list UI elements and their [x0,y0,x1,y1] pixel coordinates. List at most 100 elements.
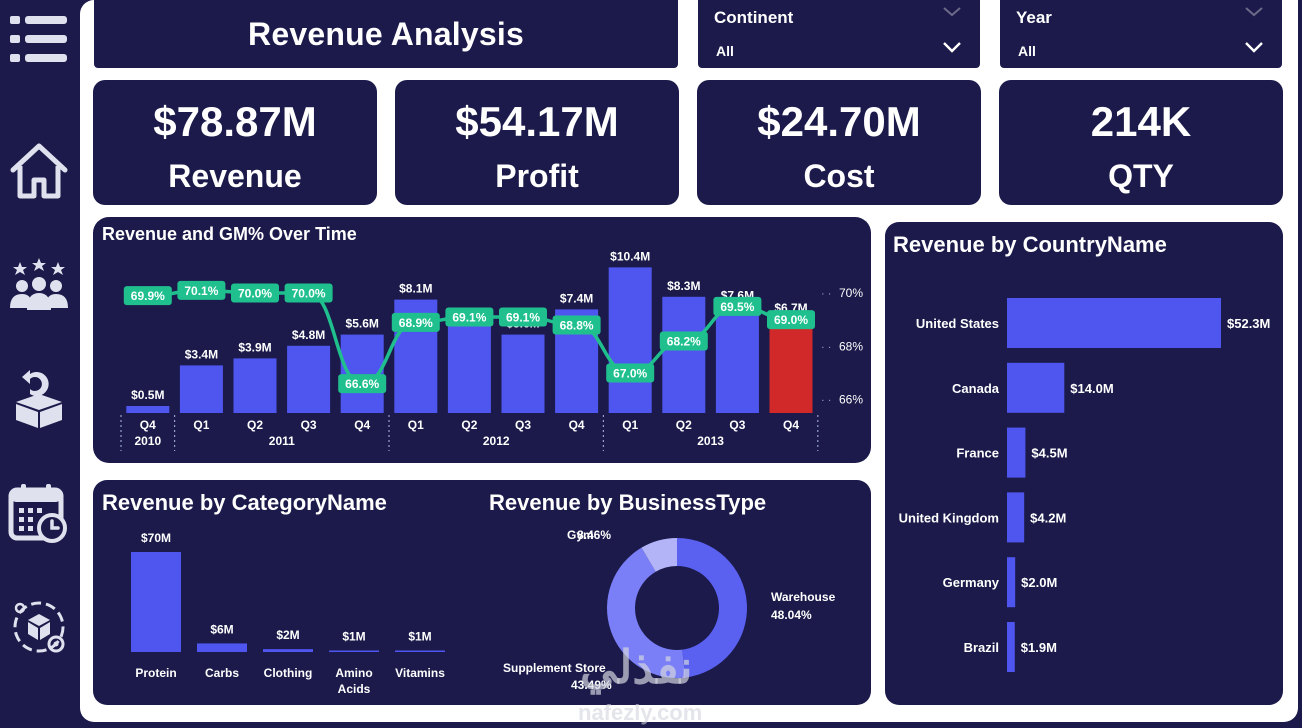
gm-data-label-bg [284,283,333,303]
year-slicer-value[interactable]: All [1018,43,1036,59]
bar-data-label: $1M [408,630,431,644]
x-year-label: 2012 [483,434,510,448]
x-tick-label: Amino [335,666,372,680]
bar-data-label: $70M [141,531,171,545]
kpi-card-profit: $54.17M Profit [395,80,679,205]
x-year-label: 2010 [134,434,161,448]
gm-data-label-bg [391,312,440,332]
continent-slicer-label: Continent [714,8,794,27]
customers-icon[interactable] [8,254,70,316]
menu-icon[interactable] [8,8,70,70]
x-year-label: 2013 [697,434,724,448]
gm-data-label-bg [606,363,655,383]
bar-data-label: $4.2M [1030,510,1066,525]
slice-value-label: 48.04% [771,608,812,622]
revenue-bar [126,406,170,413]
gm-data-label: 69.1% [506,311,540,325]
x-tick-label: Q3 [515,418,531,432]
kpi-value: $24.70M [757,98,921,145]
x-tick-label: Clothing [264,666,313,680]
y-category-label: Germany [943,575,1000,590]
country-bar [1007,427,1026,478]
kpi-label: Cost [803,158,875,194]
page-title: Revenue Analysis [248,15,524,52]
gm-data-label-bg [499,307,547,327]
category-bar [263,649,313,652]
gm-data-label-bg [231,283,279,303]
kpi-label: QTY [1108,158,1174,194]
x-year-label: 2011 [269,434,295,448]
bar-data-label: $52.3M [1227,316,1270,331]
slice-name-label: Supplement Store [503,661,606,675]
gm-data-label-bg [713,296,762,316]
country-bar [1007,298,1221,348]
kpi-value: 214K [1090,98,1192,145]
x-tick-label: Q1 [622,418,638,432]
gm-data-label-bg [123,286,172,306]
x-tick-label: Protein [135,666,176,680]
chart-title: Revenue by CountryName [893,232,1167,257]
page-title-card: Revenue Analysis [94,0,678,68]
report-canvas: Revenue Analysis Continent All Year All … [80,0,1298,725]
category-bar [395,650,445,652]
kpi-label: Revenue [168,158,302,194]
country-bar [1007,622,1015,672]
chart-title: Revenue by BusinessType [489,490,767,515]
calendar-clock-icon[interactable] [8,482,70,544]
continent-slicer[interactable]: Continent All [698,0,980,68]
x-tick-label: Q1 [408,418,424,432]
revenue-by-country-card[interactable]: Revenue by CountryName United States $52.… [885,222,1283,705]
chevron-down-icon[interactable] [1244,40,1264,54]
revenue-bar [662,296,706,413]
y2-tick-dots: · · [821,288,831,300]
gm-data-label: 70.0% [292,287,326,301]
gm-data-label-bg [659,331,708,351]
revenue-gm-chart-card[interactable]: Revenue and GM% Over Time 70% · · 68% · · 66… [93,217,871,463]
chevron-down-icon [1245,7,1263,17]
x-tick-label: Q1 [193,418,209,432]
country-bar [1007,362,1065,413]
category-businesstype-card[interactable]: Revenue by CategoryName Revenue by Busin… [93,480,871,705]
gm-data-label: 69.5% [720,300,754,314]
x-tick-label: Q2 [461,418,477,432]
gm-data-label-bg [338,374,387,394]
chevron-down-icon [943,7,961,17]
x-tick-label: Q4 [783,418,799,432]
gm-data-label: 66.6% [345,377,379,391]
bar-data-label: $7.4M [560,291,593,305]
y-category-label: Brazil [964,640,999,655]
donut-slice [607,547,686,678]
category-bar [329,650,379,652]
y-category-label: Canada [952,381,1000,396]
x-tick-label: Q3 [301,418,317,432]
chevron-down-icon[interactable] [942,40,962,54]
kpi-card-qty: 214K QTY [999,80,1283,205]
gm-data-label: 68.2% [667,335,701,349]
gm-data-label: 68.9% [399,316,433,330]
home-icon[interactable] [8,140,70,202]
sidebar [0,0,80,728]
revenue-bar [608,267,652,413]
gm-data-label: 69.0% [774,313,808,327]
gm-data-label: 69.9% [131,289,165,303]
y2-tick-label: 68% [839,339,863,353]
product-settings-icon[interactable] [8,596,70,658]
category-bar [197,643,247,652]
donut-slice [677,538,747,678]
bar-data-label: $8.1M [399,282,432,296]
kpi-value: $54.17M [455,98,619,145]
bar-data-label: $1.9M [1021,640,1057,655]
bar-data-label: $4.8M [292,328,325,342]
watermark-latin: nafezly.com [578,700,703,725]
continent-slicer-value[interactable]: All [716,43,734,59]
year-slicer[interactable]: Year All [1000,0,1282,68]
bar-data-label: $2M [276,628,299,642]
y-category-label: France [956,446,999,461]
returns-box-icon[interactable] [8,368,70,430]
x-tick-label: Q4 [140,418,156,432]
x-tick-label: Vitamins [395,666,445,680]
bar-data-label: $10.4M [610,249,650,263]
bar-data-label: $3.4M [185,347,218,361]
slice-value-label: 8.46% [577,528,611,542]
y2-tick-label: 66% [839,393,863,407]
